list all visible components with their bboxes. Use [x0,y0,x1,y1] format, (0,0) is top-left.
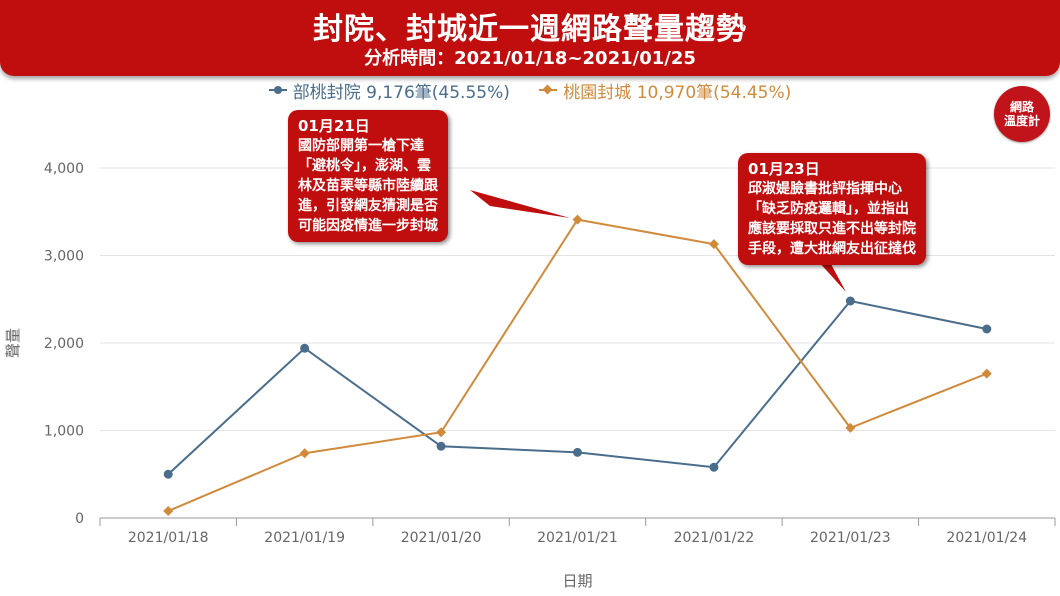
callout-line: 林及苗栗等縣市陸續跟 [298,178,438,194]
data-point [845,296,855,306]
callout-date: 01月23日 [748,160,820,178]
data-point [572,214,583,225]
x-tick-label: 2021/01/21 [537,530,618,546]
x-tick-label: 2021/01/19 [264,530,345,546]
callout-line: 邱淑媞臉書批評指揮中心 [748,181,902,197]
callout-pointer-jan21 [470,190,570,218]
legend-item-series-2[interactable]: 桃園封城 10,970筆(54.45%) [539,78,791,103]
y-tick-label: 0 [75,511,84,527]
analysis-period: 分析時間：2021/01/18~2021/01/25 [364,48,696,69]
y-tick-label: 1,000 [44,424,84,440]
y-axis-title: 聲量 [4,328,22,358]
callout-date: 01月21日 [298,117,370,135]
callout-jan21: 01月21日 國防部開第一槍下達 「避桃令」，澎湖、雲 林及苗栗等縣市陸續跟 進… [288,110,448,242]
data-point [708,239,719,250]
callout-line: 可能因疫情進一步封城 [298,218,438,234]
y-tick-label: 3,000 [44,249,84,265]
data-point [573,447,582,457]
callout-jan23: 01月23日 邱淑媞臉書批評指揮中心 「缺乏防疫邏輯」，並指出 應該要採取只進不… [738,153,926,265]
legend-item-series-1[interactable]: 部桃封院 9,176筆(45.55%) [268,78,510,103]
legend-marker-circle-icon [268,86,287,94]
callout-line: 國防部開第一槍下達 [298,138,424,154]
brand-logo: 網路 溫度計 [994,86,1050,142]
legend-marker-diamond-icon [539,84,558,95]
callout-line: 進，引發網友猜測是否 [298,198,438,214]
x-axis-title: 日期 [562,572,592,590]
logo-text-bottom: 溫度計 [1003,114,1040,128]
callout-line: 應該要採取只進不出等封院 [748,221,916,237]
data-point [981,368,992,379]
data-point [163,469,173,479]
data-point [436,441,446,451]
x-tick-label: 2021/01/20 [401,530,482,546]
y-tick-label: 2,000 [44,336,84,352]
data-point [845,422,856,433]
data-point [436,427,447,438]
callout-line: 手段，遭大批網友出征撻伐 [748,241,916,257]
data-point [709,462,719,472]
data-point [163,506,174,516]
title-banner: 封院、封城近一週網路聲量趨勢 分析時間：2021/01/18~2021/01/2… [0,0,1060,76]
x-tick-label: 2021/01/22 [674,530,755,546]
x-tick-label: 2021/01/24 [946,530,1027,546]
callout-line: 「避桃令」，澎湖、雲 [298,158,431,174]
x-tick-label: 2021/01/18 [128,530,209,546]
data-point [299,448,310,459]
callout-line: 「缺乏防疫邏輯」，並指出 [748,201,909,217]
logo-text-top: 網路 [1009,100,1034,114]
y-tick-label: 4,000 [44,161,84,177]
data-point [982,324,992,334]
legend-label: 桃園封城 10,970筆(54.45%) [563,82,792,103]
chart-legend: 部桃封院 9,176筆(45.55%) 桃園封城 10,970筆(54.45%) [0,76,1060,103]
data-point [300,343,310,353]
x-tick-label: 2021/01/23 [810,530,891,546]
legend-label: 部桃封院 9,176筆(45.55%) [292,82,510,103]
page-title: 封院、封城近一週網路聲量趨勢 [313,12,747,47]
